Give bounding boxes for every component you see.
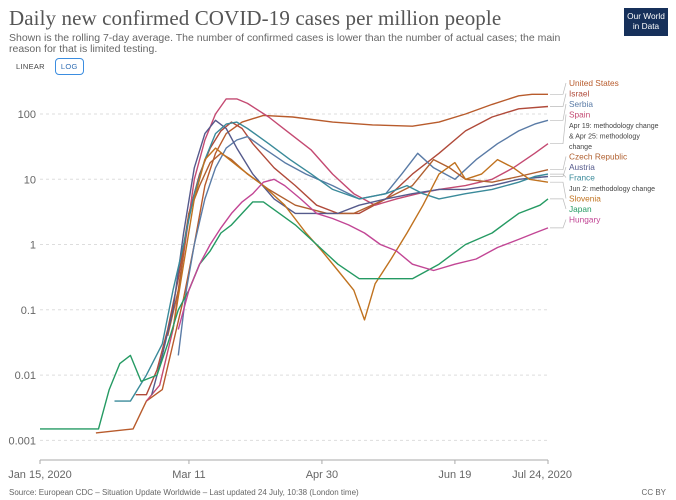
y-tick-label: 0.1	[21, 305, 36, 317]
series-line-japan[interactable]	[40, 198, 549, 430]
legend-label[interactable]: Austria	[569, 162, 595, 172]
legend-connector	[550, 181, 567, 199]
legend-label[interactable]: United States	[569, 78, 619, 88]
x-tick-label: Jan 15, 2020	[8, 469, 72, 481]
legend-connector	[550, 166, 567, 177]
y-tick-label: 0.001	[8, 435, 36, 447]
y-tick-label: 100	[18, 109, 36, 121]
source-note[interactable]: Source: European CDC – Situation Update …	[9, 488, 359, 497]
series-line-israel[interactable]	[135, 105, 549, 396]
x-tick-label: Jul 24, 2020	[512, 469, 572, 481]
logo-line-1: Our World	[627, 11, 665, 21]
scale-toggle: LINEAR LOG	[10, 58, 84, 75]
chart-title: Daily new confirmed COVID-19 cases per m…	[9, 6, 502, 30]
legend-label[interactable]: Hungary	[569, 215, 601, 225]
series-line-slovenia[interactable]	[172, 147, 549, 330]
y-tick-label: 1	[30, 240, 36, 252]
legend-annotation: Apr 19: methodology change	[569, 123, 659, 130]
legend-connector	[550, 93, 567, 107]
legend-label[interactable]: Slovenia	[569, 194, 601, 204]
legend-connector	[550, 173, 567, 178]
legend-label[interactable]: Israel	[569, 89, 589, 99]
linear-scale-button[interactable]: LINEAR	[16, 62, 45, 71]
chart-subtitle: Shown is the rolling 7-day average. The …	[9, 32, 561, 55]
legend-connector	[550, 156, 567, 171]
legend-label[interactable]: Japan	[569, 204, 592, 214]
y-tick-label: 0.01	[15, 370, 36, 382]
series-line-hungary[interactable]	[177, 178, 549, 330]
series-line-serbia[interactable]	[177, 119, 549, 356]
license-link[interactable]: CC BY	[641, 488, 666, 497]
legend-connector	[550, 114, 567, 145]
legend-annotation: Jun 2: methodology change	[569, 186, 655, 193]
legend-annotation: change	[569, 144, 592, 151]
owid-logo[interactable]: Our World in Data	[624, 8, 668, 36]
x-tick-label: Apr 30	[306, 469, 338, 481]
legend-connector	[550, 219, 567, 229]
series-line-france[interactable]	[114, 121, 549, 402]
logo-line-2: in Data	[632, 21, 660, 31]
x-tick-label: Mar 11	[172, 469, 205, 481]
legend-label[interactable]: Serbia	[569, 99, 593, 109]
series-line-spain[interactable]	[145, 98, 549, 402]
y-tick-label: 10	[24, 174, 36, 186]
legend-connector	[550, 198, 567, 210]
legend-annotation: & Apr 25: methodology	[569, 134, 640, 141]
legend-label[interactable]: France	[569, 173, 595, 183]
legend-connector	[550, 103, 567, 121]
series-line-united-states[interactable]	[95, 93, 548, 434]
legend-label[interactable]: Spain	[569, 110, 591, 120]
log-scale-button[interactable]: LOG	[54, 58, 84, 75]
legend-connector	[550, 82, 567, 95]
legend-label[interactable]: Czech Republic	[569, 152, 627, 162]
x-tick-label: Jun 19	[438, 469, 471, 481]
